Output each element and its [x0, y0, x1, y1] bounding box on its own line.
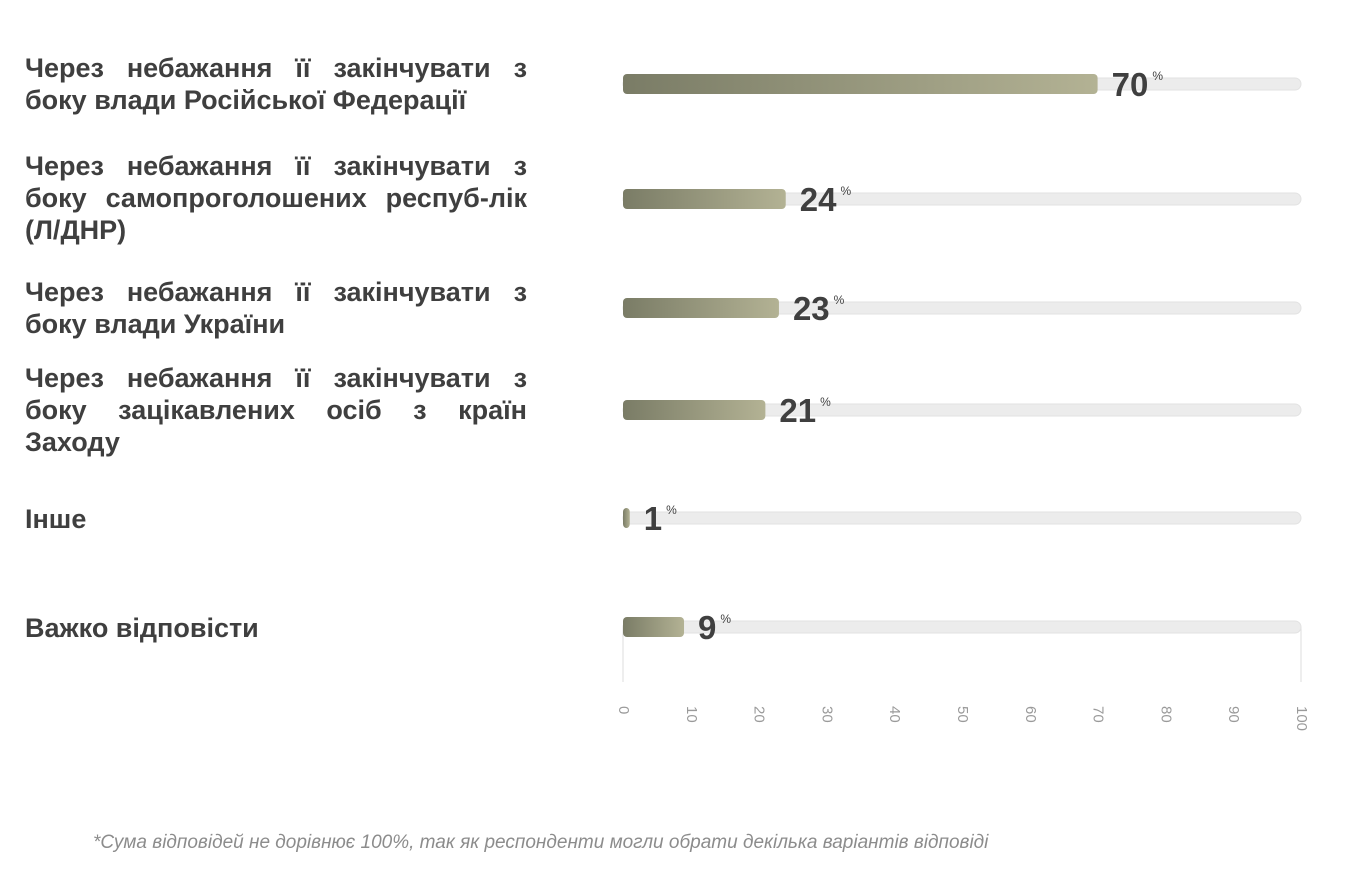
x-tick-label: 40: [886, 706, 903, 723]
x-tick-label: 100: [1293, 706, 1310, 731]
bar: [623, 189, 786, 209]
x-axis: 0 10 20 30 40 50 60 70 80 90 100: [615, 627, 1310, 731]
bar: [623, 298, 779, 318]
x-tick-label: 60: [1022, 706, 1039, 723]
bar: [623, 617, 685, 637]
x-tick-label: 70: [1090, 706, 1107, 723]
footnote: *Сума відповідей не дорівнює 100%, так я…: [93, 832, 989, 853]
bar: [623, 74, 1098, 94]
percent-sign: %: [820, 395, 831, 409]
percent-sign: %: [720, 612, 731, 626]
category-label-ldnr: Через небажання її закінчувати з боку са…: [25, 151, 527, 245]
category-labels: Через небажання її закінчувати з боку вл…: [0, 0, 560, 888]
x-tick-label: 90: [1225, 706, 1242, 723]
category-label-west: Через небажання її закінчувати з боку за…: [25, 363, 527, 457]
bar: [623, 508, 630, 528]
x-tick-label: 10: [683, 706, 700, 723]
x-tick-label: 30: [818, 706, 835, 723]
x-tick-label: 20: [751, 706, 768, 723]
percent-sign: %: [840, 184, 851, 198]
x-tick-label: 50: [954, 706, 971, 723]
x-tick-label: 0: [615, 706, 632, 714]
bar-track: [622, 511, 1302, 525]
category-label-hard-to-say: Важко відповісти: [25, 613, 259, 643]
percent-sign: %: [834, 293, 845, 307]
percent-sign: %: [666, 503, 677, 517]
x-tick-label: 80: [1157, 706, 1174, 723]
bars: 70 %24 %23 %21 %1 %9%: [622, 66, 1302, 646]
bar: [623, 400, 766, 420]
category-label-russia: Через небажання її закінчувати з боку вл…: [25, 53, 527, 115]
percent-sign: %: [1152, 69, 1163, 83]
category-label-ukraine: Через небажання її закінчувати з боку вл…: [25, 277, 527, 339]
category-label-other: Інше: [25, 504, 87, 534]
